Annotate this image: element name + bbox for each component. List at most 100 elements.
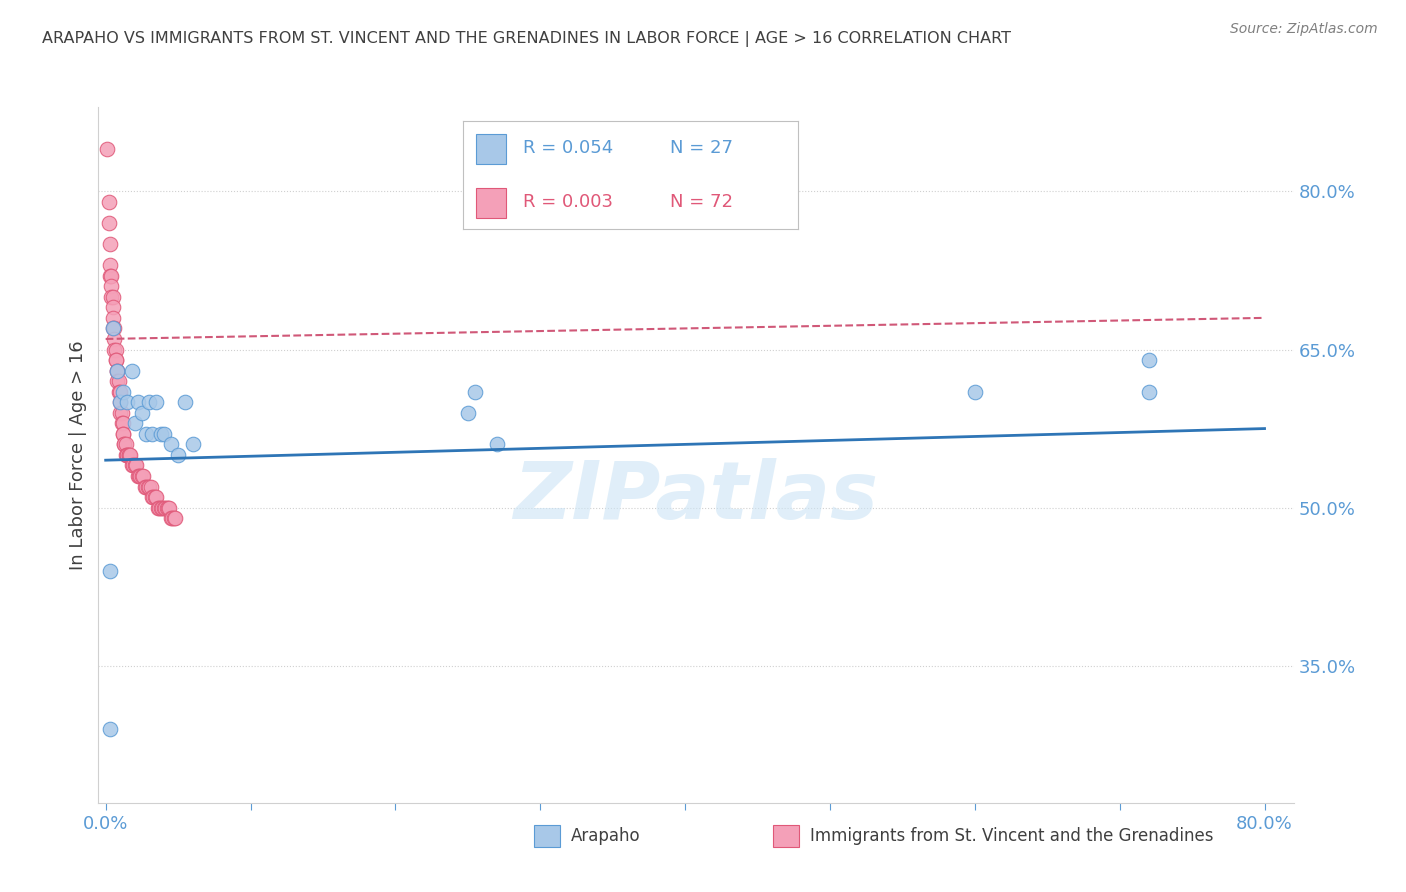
- Point: [141, 426, 163, 441]
- Text: ARAPAHO VS IMMIGRANTS FROM ST. VINCENT AND THE GRENADINES IN LABOR FORCE | AGE >: ARAPAHO VS IMMIGRANTS FROM ST. VINCENT A…: [42, 31, 1011, 47]
- Point: [98, 237, 121, 252]
- Point: [117, 395, 139, 409]
- Point: [963, 384, 986, 399]
- Point: [128, 469, 150, 483]
- Point: [131, 406, 153, 420]
- Point: [103, 332, 125, 346]
- Point: [112, 426, 135, 441]
- Point: [127, 469, 149, 483]
- Point: [107, 374, 129, 388]
- Point: [155, 500, 177, 515]
- Point: [146, 500, 169, 515]
- Point: [131, 469, 153, 483]
- Point: [138, 479, 160, 493]
- Point: [156, 500, 179, 515]
- Point: [142, 490, 165, 504]
- Point: [114, 437, 136, 451]
- Point: [148, 500, 170, 515]
- Point: [152, 426, 174, 441]
- Point: [134, 479, 156, 493]
- Point: [108, 395, 131, 409]
- Point: [118, 448, 141, 462]
- Point: [149, 500, 172, 515]
- Point: [100, 268, 122, 283]
- Point: [167, 448, 190, 462]
- Point: [145, 490, 167, 504]
- Point: [101, 321, 124, 335]
- Point: [105, 363, 128, 377]
- Point: [162, 511, 184, 525]
- Point: [101, 301, 124, 315]
- Point: [112, 417, 135, 431]
- Point: [160, 511, 183, 525]
- Point: [108, 406, 131, 420]
- Point: [101, 310, 124, 325]
- Point: [125, 458, 148, 473]
- Text: Immigrants from St. Vincent and the Grenadines: Immigrants from St. Vincent and the Gren…: [810, 827, 1213, 845]
- Text: Arapaho: Arapaho: [571, 827, 641, 845]
- Point: [145, 395, 167, 409]
- Point: [115, 448, 138, 462]
- Point: [135, 479, 157, 493]
- Point: [121, 458, 143, 473]
- Point: [153, 500, 176, 515]
- Point: [114, 437, 136, 451]
- Point: [138, 395, 160, 409]
- Point: [129, 469, 152, 483]
- Point: [108, 384, 131, 399]
- Point: [105, 363, 128, 377]
- Point: [485, 437, 508, 451]
- Point: [139, 479, 162, 493]
- Point: [132, 469, 155, 483]
- Point: [118, 448, 141, 462]
- Text: Source: ZipAtlas.com: Source: ZipAtlas.com: [1230, 22, 1378, 37]
- Point: [124, 417, 146, 431]
- Y-axis label: In Labor Force | Age > 16: In Labor Force | Age > 16: [69, 340, 87, 570]
- Point: [124, 458, 146, 473]
- Point: [165, 511, 187, 525]
- Point: [1137, 384, 1160, 399]
- Point: [457, 406, 479, 420]
- Point: [105, 363, 128, 377]
- Point: [104, 353, 127, 368]
- Point: [104, 343, 127, 357]
- Point: [121, 363, 143, 377]
- Point: [115, 437, 138, 451]
- Point: [1137, 353, 1160, 368]
- Point: [97, 216, 120, 230]
- Point: [136, 479, 159, 493]
- Point: [110, 417, 132, 431]
- Point: [98, 722, 121, 736]
- Point: [152, 500, 174, 515]
- Point: [108, 395, 131, 409]
- Point: [149, 426, 172, 441]
- Point: [100, 290, 122, 304]
- Point: [120, 448, 142, 462]
- Point: [103, 321, 125, 335]
- Point: [105, 374, 128, 388]
- Point: [127, 395, 149, 409]
- Point: [110, 406, 132, 420]
- Point: [103, 343, 125, 357]
- Point: [112, 384, 135, 399]
- Point: [117, 448, 139, 462]
- Point: [97, 194, 120, 209]
- Point: [101, 290, 124, 304]
- Point: [112, 426, 135, 441]
- Point: [98, 258, 121, 272]
- Point: [96, 142, 118, 156]
- Point: [117, 448, 139, 462]
- Point: [181, 437, 204, 451]
- Point: [141, 490, 163, 504]
- Point: [464, 384, 486, 399]
- Point: [98, 268, 121, 283]
- Point: [107, 384, 129, 399]
- Point: [150, 500, 173, 515]
- Point: [135, 426, 157, 441]
- Point: [163, 511, 186, 525]
- Point: [122, 458, 145, 473]
- Text: ZIPatlas: ZIPatlas: [513, 458, 879, 536]
- Point: [160, 437, 183, 451]
- Point: [157, 500, 180, 515]
- Point: [104, 353, 127, 368]
